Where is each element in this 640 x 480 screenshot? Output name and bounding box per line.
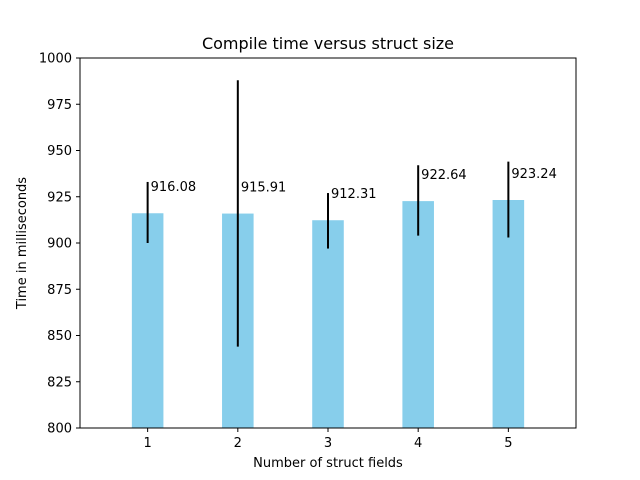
- data-label-3: 912.31: [331, 187, 377, 202]
- y-axis: 800 825 850 875 900 925 950 975 1000: [39, 52, 80, 437]
- error-bars-group: [146, 80, 510, 347]
- y-tick-label: 1000: [39, 52, 72, 67]
- data-label-5: 923.24: [511, 167, 557, 182]
- bar-3: [312, 220, 344, 428]
- x-tick-label: 4: [414, 436, 422, 451]
- y-tick-label: 975: [47, 98, 72, 113]
- y-tick-label: 825: [47, 375, 72, 390]
- data-label-1: 916.08: [151, 180, 197, 195]
- data-label-4: 922.64: [421, 168, 467, 183]
- x-axis-label: Number of struct fields: [253, 456, 403, 471]
- y-tick-label: 950: [47, 144, 72, 159]
- x-axis: 1 2 3 4 5: [143, 428, 513, 451]
- bar-1: [131, 213, 164, 428]
- chart-title: Compile time versus struct size: [202, 34, 454, 53]
- data-label-2: 915.91: [241, 180, 287, 195]
- x-tick-label: 1: [143, 436, 151, 451]
- bar-5: [492, 200, 525, 428]
- y-tick-label: 925: [47, 190, 72, 205]
- bar-4: [402, 201, 434, 428]
- y-tick-label: 850: [47, 329, 72, 344]
- y-tick-label: 900: [47, 237, 72, 252]
- y-tick-label: 800: [47, 422, 72, 437]
- x-tick-label: 3: [324, 436, 332, 451]
- y-axis-label: Time in milliseconds: [15, 177, 30, 310]
- x-tick-label: 5: [504, 436, 512, 451]
- data-labels-group: 916.08 915.91 912.31 922.64 923.24: [151, 167, 557, 202]
- y-tick-label: 875: [47, 283, 72, 298]
- x-tick-label: 2: [234, 436, 242, 451]
